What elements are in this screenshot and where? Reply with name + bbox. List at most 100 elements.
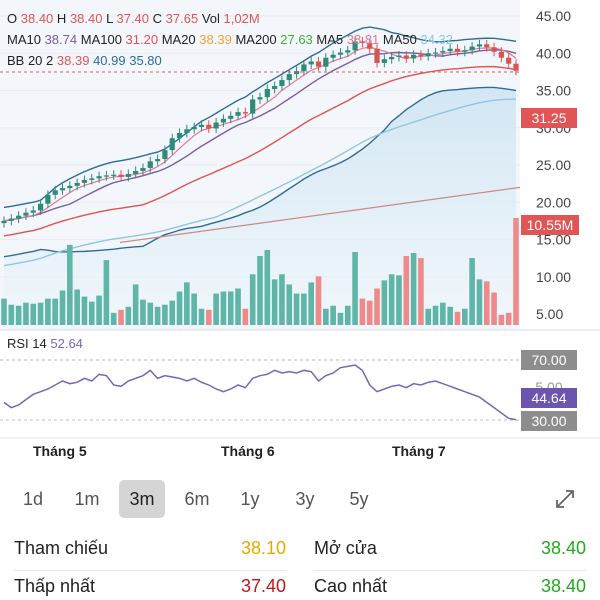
candle-body <box>403 55 409 59</box>
price-axis-label: 10.00 <box>536 269 571 285</box>
candle-body <box>381 59 387 63</box>
candle-body <box>440 51 446 53</box>
rsi-legend: RSI 14 52.64 <box>7 336 83 352</box>
candle-body <box>279 80 285 87</box>
volume-bar <box>118 309 124 325</box>
volume-bar <box>264 249 271 325</box>
open-stat-label: Mở cửa <box>314 538 377 558</box>
ma-legend: MA10 38.74 MA100 31.20 MA20 38.39 MA200 … <box>7 32 453 48</box>
rsi-upper-tag: 70.00 <box>521 350 577 370</box>
volume-bar <box>352 251 358 325</box>
candle-body <box>462 50 468 52</box>
svg-text:44.64: 44.64 <box>531 390 566 406</box>
candle-body <box>315 61 322 67</box>
volume-bar <box>242 308 249 325</box>
ma200-line <box>119 186 521 244</box>
candle-body <box>498 51 504 58</box>
candle-body <box>45 194 51 204</box>
candle-body <box>345 50 351 53</box>
volume-tag: 10.55M <box>521 215 579 235</box>
timeframe-1m[interactable]: 1m <box>74 489 100 509</box>
high-value: 38.40 <box>69 11 103 26</box>
bb-legend: BB 20 2 38.39 40.99 35.80 <box>7 53 162 69</box>
low-value: 37.40 <box>116 11 150 26</box>
candle-body <box>476 44 483 47</box>
timeframe-3m[interactable]: 3m <box>119 480 165 518</box>
timeframe-5y[interactable]: 5y <box>349 489 369 509</box>
volume-bar <box>235 288 241 325</box>
expand-icon[interactable] <box>554 488 576 510</box>
volume-bar <box>147 302 154 325</box>
candle-body <box>30 210 36 213</box>
ma-legend-value: 38.39 <box>199 32 236 47</box>
vol-value: 1,02M <box>223 11 260 26</box>
candle-body <box>432 52 439 54</box>
candle-body <box>8 218 14 221</box>
svg-text:30.00: 30.00 <box>531 413 566 429</box>
timeframe-3y[interactable]: 3y <box>295 489 315 509</box>
volume-bar <box>344 305 351 325</box>
volume-bar <box>330 305 336 325</box>
volume-bar <box>440 302 446 325</box>
candle-body <box>418 54 424 57</box>
low-stat-label: Thấp nhất <box>14 576 96 596</box>
low-label: L <box>106 11 113 26</box>
candle-body <box>96 176 102 179</box>
reference-label: Tham chiếu <box>14 538 109 558</box>
ma-legend-value: 27.63 <box>280 32 317 47</box>
volume-bar <box>96 295 102 325</box>
ma-legend-label: MA50 <box>382 32 421 47</box>
candle-body <box>155 159 161 162</box>
volume-bar <box>469 258 475 325</box>
volume-bar <box>483 281 490 325</box>
price-axis-label: 35.00 <box>536 83 571 99</box>
candle-body <box>228 115 234 119</box>
candle-body <box>491 47 497 52</box>
volume-bar <box>15 305 22 325</box>
candle-body <box>1 220 7 224</box>
volume-bar <box>425 308 432 325</box>
candle-body <box>74 182 80 186</box>
candle-body <box>191 127 197 130</box>
volume-bar <box>447 306 453 325</box>
candle-body <box>293 71 300 75</box>
close-value: 37.65 <box>165 11 199 26</box>
candle-body <box>16 215 22 219</box>
ma-legend-value: 31.20 <box>125 32 162 47</box>
candle-body <box>352 41 358 51</box>
candle-body <box>469 46 475 51</box>
bb-value-3: 35.80 <box>129 53 162 68</box>
rsi-lower-tag: 30.00 <box>521 411 577 431</box>
price-chart[interactable]: 45.00 40.00 35.00 30.00 25.00 20.00 15.00 10.00… <box>0 0 600 440</box>
volume-bar <box>8 304 15 325</box>
price-axis-label: 45.00 <box>536 8 571 24</box>
timeframe-6m[interactable]: 6m <box>184 489 210 509</box>
volume-bar <box>23 302 29 325</box>
volume-bar <box>374 288 380 325</box>
candle-body <box>162 150 168 160</box>
volume-bar <box>132 284 139 325</box>
svg-text:70.00: 70.00 <box>531 352 566 368</box>
candle-body <box>286 74 292 81</box>
candle-body <box>125 173 131 177</box>
candle-body <box>447 48 453 52</box>
volume-bar <box>249 274 256 325</box>
timeframe-1d[interactable]: 1d <box>22 489 44 509</box>
candle-body <box>301 64 307 72</box>
candle-body <box>264 89 270 98</box>
open-label: O <box>7 11 18 26</box>
rsi-value: 52.64 <box>50 336 83 351</box>
candle-body <box>23 212 29 216</box>
moving-average-lines <box>3 26 521 330</box>
volume-bar <box>220 291 227 325</box>
volume-bar <box>59 290 66 325</box>
vol-label: Vol <box>201 11 220 26</box>
bb-value-1: 38.39 <box>56 53 90 68</box>
timeframe-1y[interactable]: 1y <box>240 489 260 509</box>
volume-bar <box>198 308 205 325</box>
last-price-tag: 31.25 <box>521 108 577 128</box>
volume-bar <box>308 282 314 325</box>
volume-bar <box>30 303 37 325</box>
volume-bar <box>154 306 161 325</box>
candle-body <box>67 185 73 189</box>
